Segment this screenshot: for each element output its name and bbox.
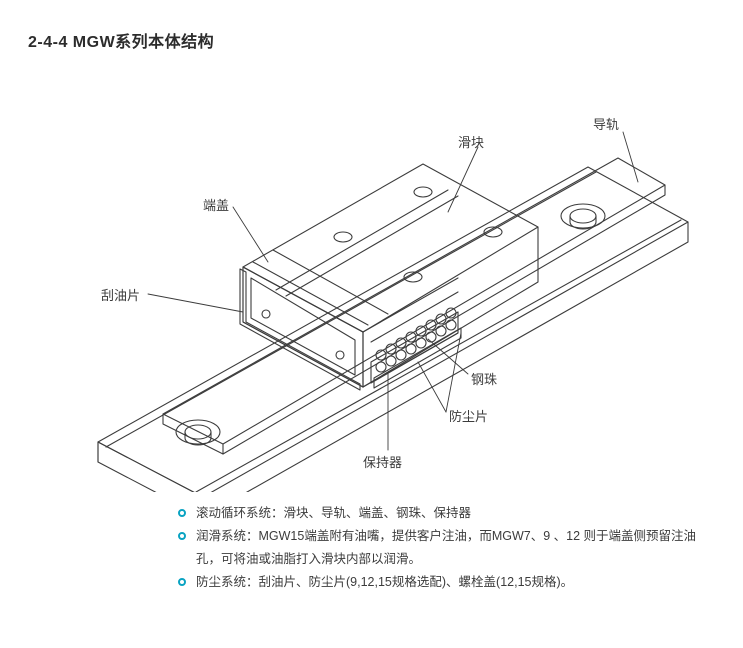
page-title: 2-4-4 MGW系列本体结构 [28, 28, 715, 52]
callout-scraper: 刮油片 [101, 285, 140, 304]
bullet-item: 防尘系统：刮油片、防尘片(9,12,15规格选配)、螺栓盖(12,15规格)。 [178, 571, 698, 594]
feature-bullets: 滚动循环系统：滑块、导轨、端盖、钢珠、保持器 润滑系统：MGW15端盖附有油嘴，… [178, 502, 698, 595]
callout-endcap: 端盖 [203, 195, 229, 214]
bullet-item: 滚动循环系统：滑块、导轨、端盖、钢珠、保持器 [178, 502, 698, 525]
diagram: 导轨 滑块 端盖 刮油片 钢珠 防尘片 保持器 [28, 62, 708, 492]
callout-block: 滑块 [458, 132, 484, 151]
callout-dust: 防尘片 [449, 406, 488, 425]
callout-retainer: 保持器 [363, 452, 402, 471]
bullet-item: 润滑系统：MGW15端盖附有油嘴，提供客户注油，而MGW7、9 、12 则于端盖… [178, 525, 698, 571]
callout-rail: 导轨 [593, 114, 619, 133]
callout-balls: 钢珠 [471, 369, 497, 388]
